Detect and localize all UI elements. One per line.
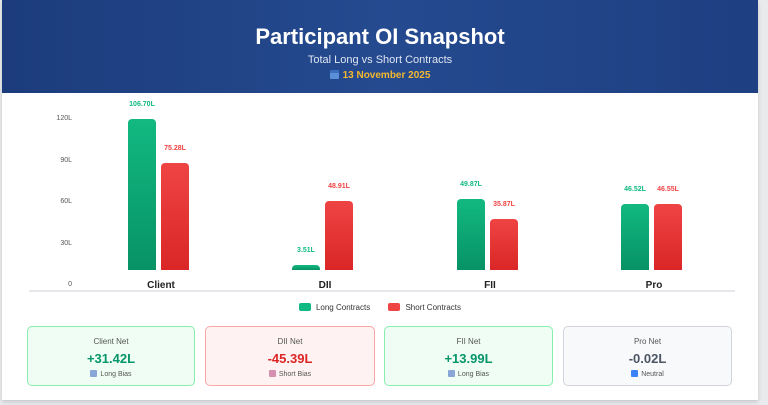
date-text: 13 November 2025 [342, 70, 431, 81]
y-tick-label: 60L [60, 198, 72, 205]
short-bar-dii[interactable] [325, 200, 353, 270]
chart-up-icon [447, 370, 455, 377]
card-value: -0.02L [628, 351, 667, 366]
category-label: Client [147, 280, 175, 291]
bias-label: Long Bias [100, 371, 132, 378]
page-title: Participant OI Snapshot [255, 24, 505, 49]
data-label: 3.51L [297, 247, 315, 255]
short-bar-pro[interactable] [654, 204, 682, 270]
y-tick-label: 90L [60, 157, 72, 164]
data-label: 35.87L [493, 201, 515, 209]
legend-label: Long Contracts [315, 303, 371, 312]
subtitle: Total Long vs Short Contracts [307, 54, 453, 66]
legend-label: Short Contracts [405, 303, 462, 312]
header: Participant OI Snapshot Total Long vs Sh… [2, 0, 758, 93]
data-label: 48.91L [328, 182, 350, 190]
long-bar-client[interactable] [128, 119, 156, 270]
bias-label: Long Bias [457, 371, 490, 378]
long-bar-pro[interactable] [621, 204, 649, 270]
category-label: DII [318, 280, 332, 291]
legend-long[interactable]: Long Contracts [298, 303, 371, 312]
card-title: Client Net [93, 337, 129, 346]
category-label: Pro [645, 280, 663, 291]
card-value: +13.99L [444, 351, 493, 366]
card-title: FII Net [456, 337, 481, 346]
card-title: Pro Net [633, 337, 662, 346]
card-bias: Short Bias [206, 370, 374, 378]
net-card: DII Net -45.39L Short Bias [205, 326, 375, 386]
calendar-icon [329, 70, 339, 79]
short-bar-client[interactable] [161, 163, 189, 270]
data-label: 75.28L [164, 145, 186, 153]
data-label: 46.55L [657, 186, 679, 194]
short-bar-fii[interactable] [490, 219, 518, 270]
chart-up-icon [90, 370, 98, 377]
data-label: 49.87L [460, 181, 482, 189]
long-bar-fii[interactable] [457, 199, 485, 270]
y-tick-label: 0 [68, 281, 72, 288]
neutral-icon [631, 370, 639, 377]
chart-down-icon [268, 370, 276, 377]
net-card: FII Net +13.99L Long Bias [384, 326, 553, 386]
card-bias: Long Bias [385, 370, 552, 378]
legend-swatch-long [298, 303, 311, 311]
legend-short[interactable]: Short Contracts [388, 303, 461, 312]
card-value: -45.39L [267, 351, 313, 366]
bias-label: Short Bias [278, 371, 312, 378]
data-label: 46.52L [624, 186, 646, 194]
card-bias: Neutral [564, 370, 731, 378]
y-tick-label: 30L [60, 240, 72, 247]
date-line: 13 November 2025 [2, 70, 758, 81]
snapshot-card: Participant OI Snapshot Total Long vs Sh… [2, 0, 758, 400]
x-axis-line [29, 290, 735, 292]
net-card: Client Net +31.42L Long Bias [27, 326, 195, 386]
card-value: +31.42L [86, 351, 136, 366]
long-bar-dii[interactable] [292, 265, 320, 270]
legend: Long Contracts Short Contracts [2, 303, 758, 312]
category-label: FII [484, 280, 496, 291]
card-bias: Long Bias [28, 370, 194, 378]
card-title: DII Net [277, 337, 303, 346]
net-card: Pro Net -0.02L Neutral [563, 326, 732, 386]
data-label: 106.70L [129, 101, 155, 108]
legend-swatch-short [388, 303, 401, 311]
y-tick-label: 120L [56, 115, 72, 122]
bias-label: Neutral [641, 371, 664, 378]
